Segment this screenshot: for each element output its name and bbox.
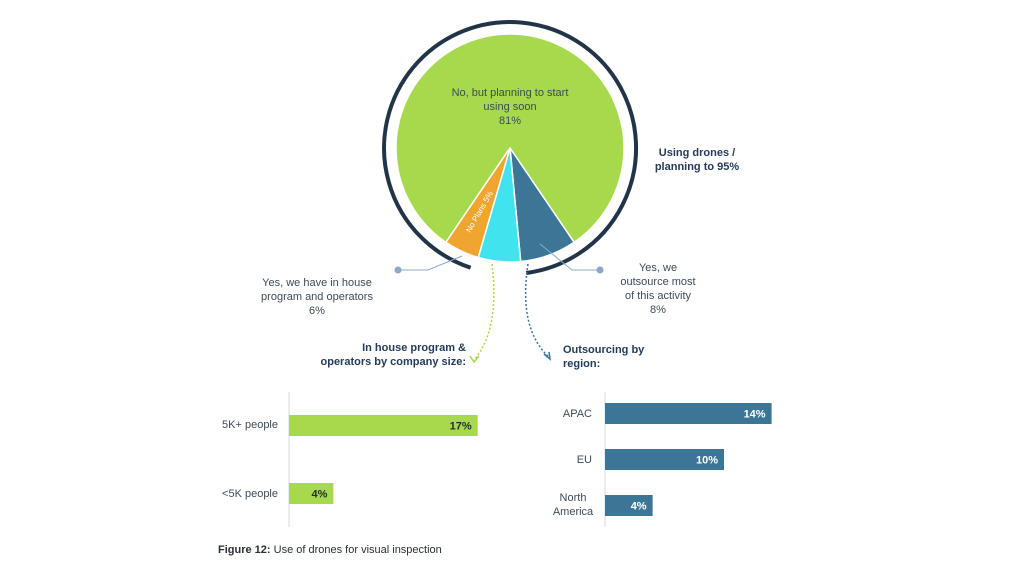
outsource-label-line3: of this activity xyxy=(624,290,692,302)
inhouse-label-pct: 6% xyxy=(309,305,325,317)
caption-prefix: Figure 12: xyxy=(218,544,271,556)
region-title-line1: Outsourcing by xyxy=(563,344,645,356)
inhouse-dotted-arrow xyxy=(473,263,495,361)
annotation-line2: planning to 95% xyxy=(654,161,740,173)
inhouse-bar xyxy=(289,483,334,504)
pie-annotation: Using drones / planning to 95% xyxy=(642,146,752,174)
region-bar-value: 10% xyxy=(696,455,718,467)
pie-main-label-line2: using soon xyxy=(483,101,537,113)
annotation-line1: Using drones / xyxy=(658,147,736,159)
inhouse-category-label: 5K+ people xyxy=(222,419,278,431)
inhouse-bar-value: 4% xyxy=(311,489,327,501)
figure-caption: Figure 12: Use of drones for visual insp… xyxy=(218,544,442,556)
outsource-connector-line xyxy=(539,243,600,271)
outsource-connector-dot xyxy=(596,266,604,274)
region-bar xyxy=(605,495,653,516)
outsource-label-line2: outsource most xyxy=(620,276,696,288)
outsource-slice-label: Yes, we outsource most of this activity … xyxy=(608,261,708,317)
region-title-line2: region: xyxy=(563,358,601,370)
inhouse-bar-chart: 17% 4% xyxy=(288,392,478,527)
region-bar-value: 14% xyxy=(744,409,766,421)
region-bar xyxy=(605,403,772,424)
pie-main-label-pct: 81% xyxy=(498,115,522,127)
caption-text: Use of drones for visual inspection xyxy=(270,544,442,556)
inhouse-label-line2: program and operators xyxy=(261,291,373,303)
inhouse-label-line1: Yes, we have in house xyxy=(262,277,372,289)
region-chart-title: Outsourcing by region: xyxy=(563,343,693,371)
region-category-label: EU xyxy=(576,454,592,466)
region-category-label-line2: America xyxy=(552,506,594,518)
region-category-label-line1: North xyxy=(559,492,587,504)
inhouse-chart-title: In house program & operators by company … xyxy=(300,341,467,369)
inhouse-category-label: <5K people xyxy=(222,488,278,500)
outsource-label-pct: 8% xyxy=(650,304,666,316)
region-bar-chart: 14% 10% 4% xyxy=(604,392,772,527)
inhouse-connector-dot xyxy=(394,266,402,274)
inhouse-arrowhead xyxy=(469,355,480,364)
inhouse-title-line2: operators by company size: xyxy=(320,356,467,368)
outsource-label-line1: Yes, we xyxy=(638,262,678,274)
inhouse-title-line1: In house program & xyxy=(362,342,466,354)
pie-slice-planning xyxy=(395,33,625,244)
region-bar-value: 4% xyxy=(631,501,647,513)
pie-outer-arc xyxy=(382,20,638,275)
region-category-label: North America xyxy=(540,491,606,519)
pie-slice-noplans xyxy=(444,147,511,259)
pie-chart: No Plans 5% xyxy=(382,20,638,275)
pie-main-label-line1: No, but planning to start xyxy=(451,87,569,99)
pie-connectors xyxy=(394,243,604,364)
pie-main-label: No, but planning to start using soon 81% xyxy=(430,86,590,128)
inhouse-bar-value: 17% xyxy=(450,421,472,433)
inhouse-connector-line xyxy=(398,255,463,271)
inhouse-bar xyxy=(289,415,478,436)
region-category-label: APAC xyxy=(562,408,592,420)
region-arrowhead xyxy=(543,351,552,361)
inhouse-slice-label: Yes, we have in house program and operat… xyxy=(246,276,388,318)
region-bar xyxy=(605,449,724,470)
region-dotted-arrow xyxy=(524,263,551,359)
